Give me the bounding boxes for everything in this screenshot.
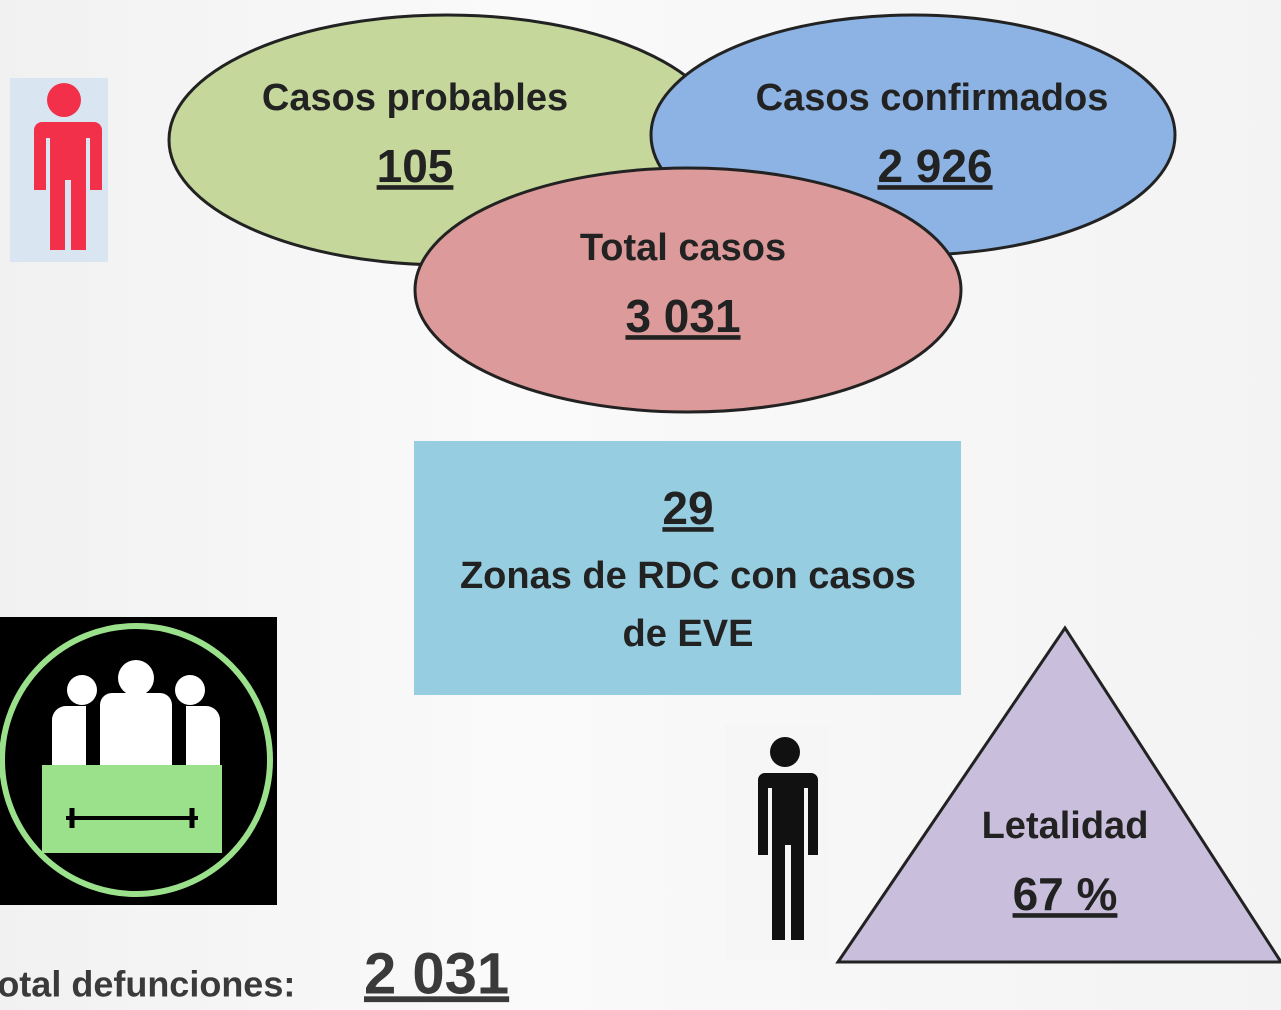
zonas-label: de EVE bbox=[623, 613, 754, 655]
total-label: Total casos bbox=[580, 227, 786, 269]
zonas-label: Zonas de RDC con casos bbox=[460, 555, 916, 597]
defunciones-value: 2 031 bbox=[364, 941, 509, 1006]
defunciones-label: Total defunciones: bbox=[0, 964, 295, 1005]
letalidad-label: Letalidad bbox=[982, 805, 1149, 847]
letalidad-value: 67 % bbox=[1013, 868, 1118, 920]
zonas-value: 29 bbox=[662, 482, 713, 534]
probables-value: 105 bbox=[377, 140, 454, 192]
person-icon-red bbox=[10, 78, 108, 262]
confirmados-label: Casos confirmados bbox=[756, 77, 1109, 119]
zonas-box bbox=[414, 441, 961, 695]
person-icon-black bbox=[725, 725, 830, 960]
funeral-icon bbox=[0, 617, 277, 905]
total-value: 3 031 bbox=[625, 290, 740, 342]
ellipse-total bbox=[413, 166, 963, 414]
letalidad-triangle bbox=[835, 625, 1281, 964]
confirmados-value: 2 926 bbox=[877, 140, 992, 192]
probables-label: Casos probables bbox=[262, 77, 568, 119]
